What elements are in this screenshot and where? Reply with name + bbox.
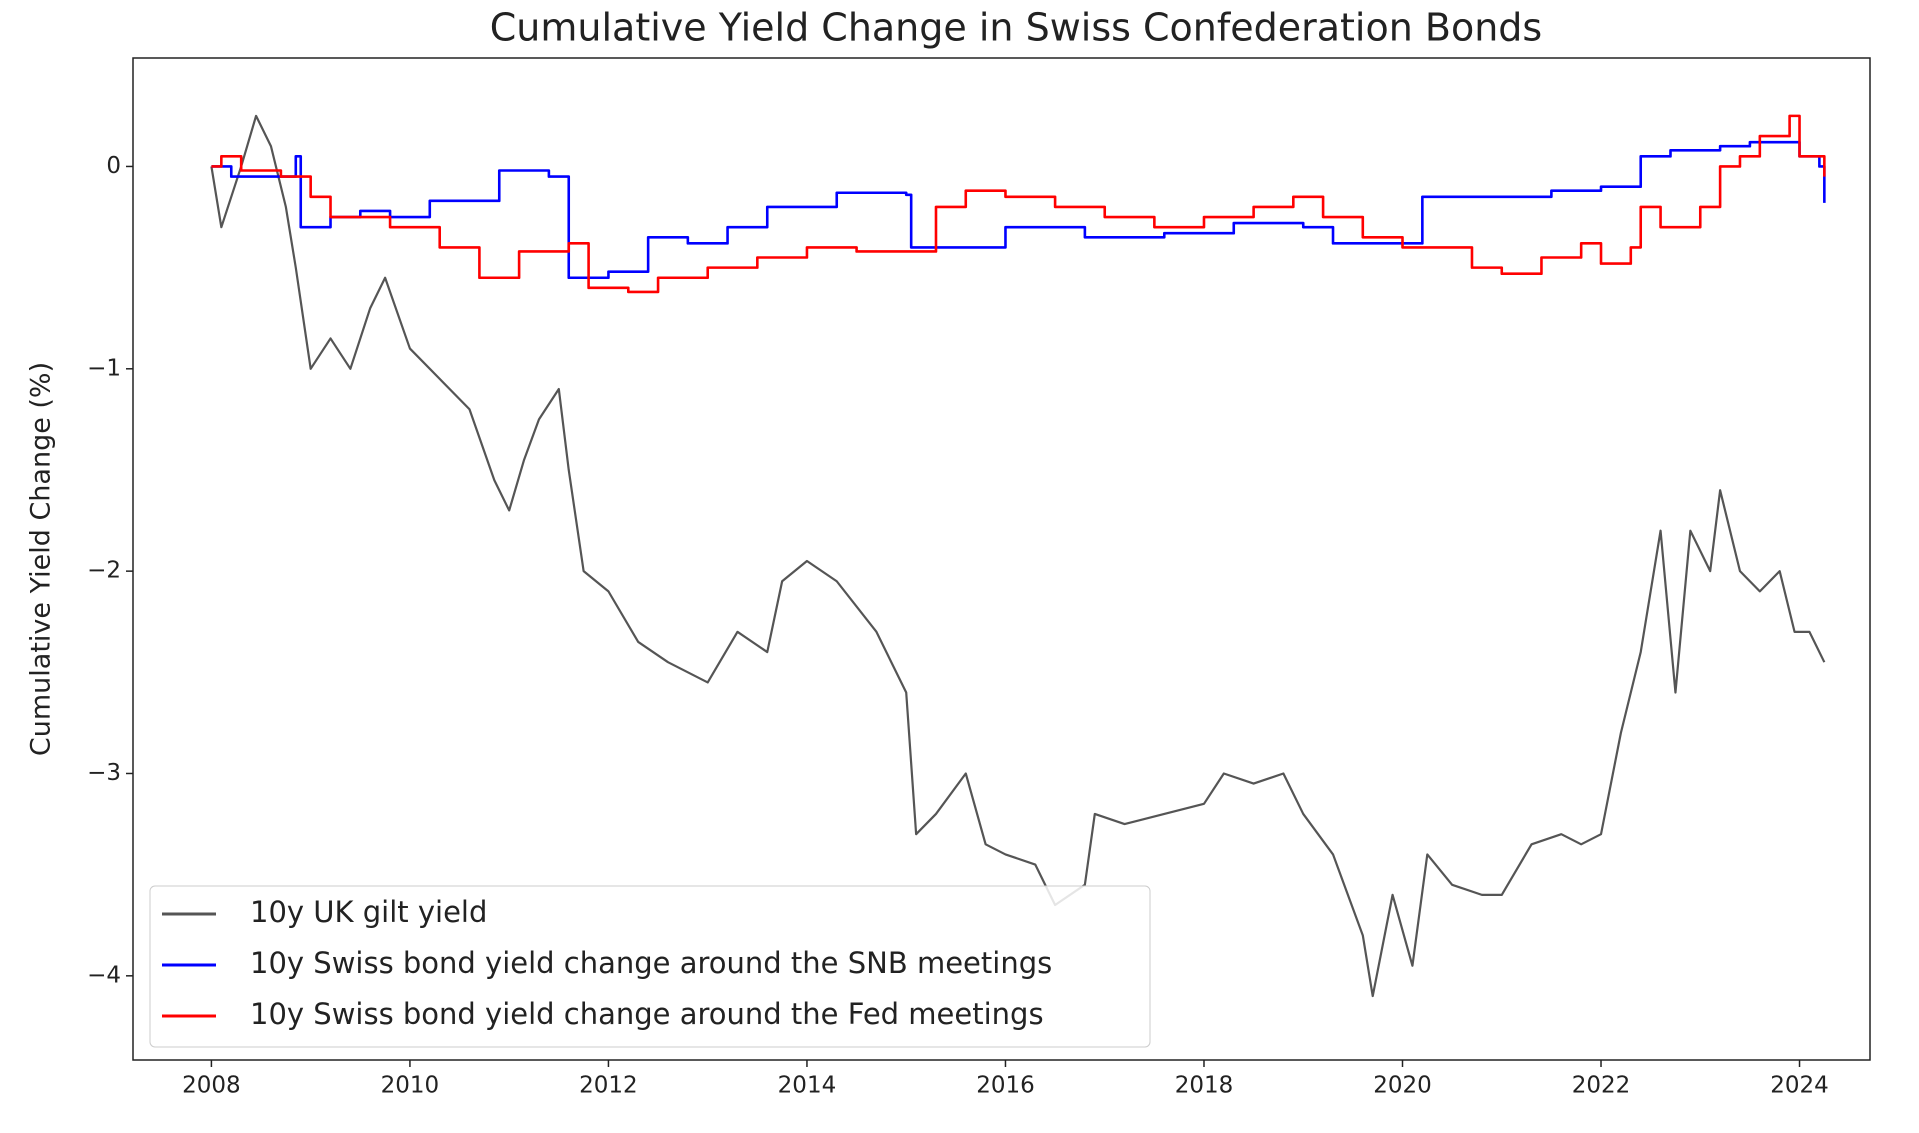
x-tick-label: 2022	[1572, 1073, 1631, 1099]
x-tick-label: 2024	[1770, 1073, 1829, 1099]
y-tick-label: −2	[87, 558, 121, 584]
series-line	[210, 114, 1826, 998]
legend-label: 10y Swiss bond yield change around the S…	[250, 946, 1052, 980]
x-tick-label: 2016	[976, 1073, 1035, 1099]
x-tick-label: 2012	[579, 1073, 638, 1099]
legend-label: 10y UK gilt yield	[250, 895, 487, 929]
x-tick-label: 2020	[1373, 1073, 1432, 1099]
y-tick-label: −1	[87, 355, 121, 381]
x-tick-label: 2018	[1175, 1073, 1234, 1099]
series-line	[211, 114, 1826, 294]
y-tick-label: −4	[87, 962, 121, 988]
y-tick-label: −3	[87, 760, 121, 786]
plot-frame	[132, 57, 1871, 1061]
series-line	[211, 140, 1826, 280]
x-tick-label: 2014	[778, 1073, 837, 1099]
legend-box	[149, 885, 1151, 1048]
chart-title: Cumulative Yield Change in Swiss Confede…	[490, 6, 1542, 50]
y-axis-label: Cumulative Yield Change (%)	[26, 362, 57, 756]
legend-label: 10y Swiss bond yield change around the F…	[250, 997, 1044, 1031]
legend: 10y UK gilt yield 10y Swiss bond yield ch…	[149, 885, 1151, 1048]
y-tick-label: 0	[106, 153, 121, 179]
x-tick-label: 2010	[381, 1073, 440, 1099]
x-tick-label: 2008	[182, 1073, 241, 1099]
